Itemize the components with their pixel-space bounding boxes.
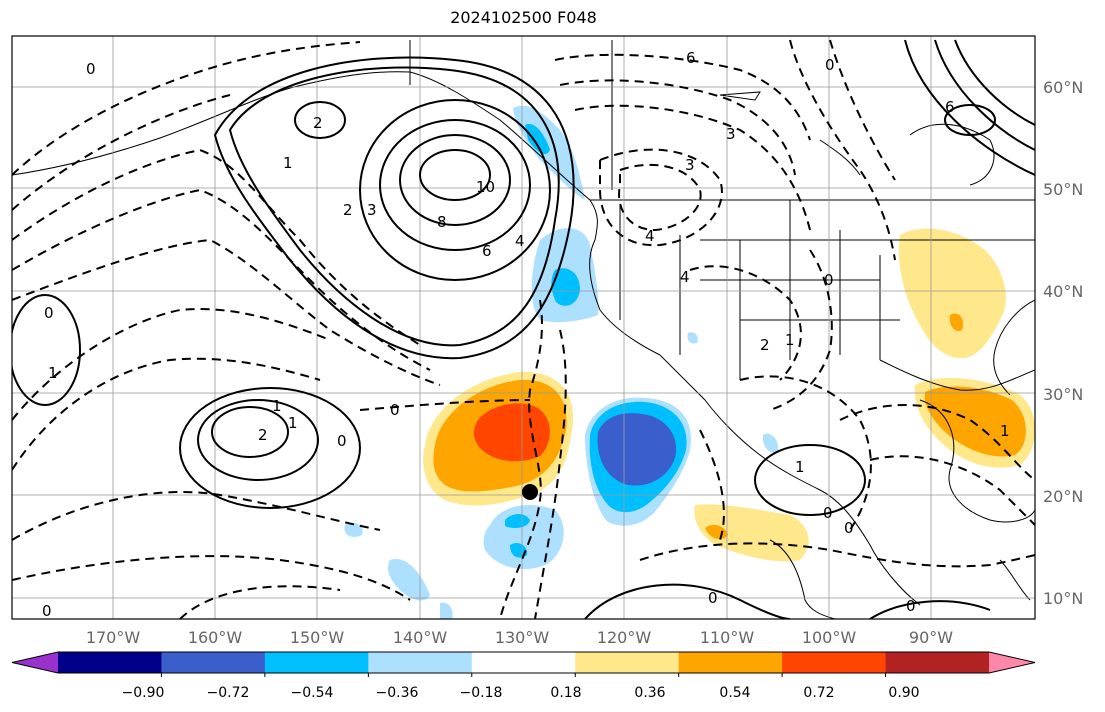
svg-text:1: 1	[795, 458, 805, 476]
latitude-labels: 60°N 50°N 40°N 30°N 20°N 10°N	[1043, 78, 1083, 608]
svg-text:10: 10	[476, 178, 495, 196]
svg-text:3: 3	[726, 125, 736, 143]
svg-text:0: 0	[823, 504, 833, 522]
graticule	[12, 36, 1035, 619]
svg-text:1: 1	[48, 364, 58, 382]
svg-text:3: 3	[367, 201, 377, 219]
svg-text:0.90: 0.90	[888, 685, 919, 701]
svg-text:30°N: 30°N	[1043, 385, 1083, 404]
svg-text:−0.36: −0.36	[376, 685, 419, 701]
svg-text:0.54: 0.54	[719, 685, 750, 701]
colorbar-extend-min	[12, 652, 58, 673]
colorbar-segment	[58, 652, 162, 673]
svg-text:0.72: 0.72	[803, 685, 834, 701]
svg-text:2: 2	[258, 426, 268, 444]
colorbar-segment	[161, 652, 266, 673]
svg-text:20°N: 20°N	[1043, 487, 1083, 506]
svg-text:0: 0	[390, 401, 400, 419]
svg-text:160°W: 160°W	[188, 628, 243, 647]
svg-text:6: 6	[686, 49, 696, 67]
svg-text:−0.90: −0.90	[122, 685, 165, 701]
svg-text:1: 1	[1000, 422, 1010, 440]
svg-text:1: 1	[272, 397, 282, 415]
svg-text:10°N: 10°N	[1043, 589, 1083, 608]
negative-contours	[12, 39, 1035, 619]
svg-text:0: 0	[844, 519, 854, 537]
svg-text:6: 6	[482, 242, 492, 260]
svg-text:1: 1	[785, 331, 795, 349]
svg-text:6: 6	[945, 98, 955, 116]
colorbar-segment	[471, 652, 576, 673]
svg-text:−0.72: −0.72	[207, 685, 250, 701]
svg-text:100°W: 100°W	[802, 628, 857, 647]
map-title: 2024102500 F048	[450, 8, 597, 27]
svg-text:0: 0	[825, 56, 835, 74]
svg-text:50°N: 50°N	[1043, 180, 1083, 199]
colorbar-extend-max	[989, 652, 1035, 673]
longitude-labels: 170°W 160°W 150°W 140°W 130°W 120°W 110°…	[86, 628, 953, 647]
colorbar-segment	[575, 652, 680, 673]
svg-text:4: 4	[680, 268, 690, 286]
svg-text:2: 2	[343, 201, 353, 219]
colorbar-segment	[368, 652, 473, 673]
svg-text:120°W: 120°W	[597, 628, 652, 647]
map-frame	[11, 35, 1036, 620]
svg-text:0.36: 0.36	[634, 685, 665, 701]
svg-text:1: 1	[283, 154, 293, 172]
coastlines	[12, 40, 1035, 619]
svg-text:110°W: 110°W	[700, 628, 755, 647]
svg-text:1: 1	[288, 414, 298, 432]
svg-text:0: 0	[824, 271, 834, 289]
svg-text:2: 2	[313, 114, 323, 132]
svg-text:140°W: 140°W	[393, 628, 448, 647]
svg-text:0: 0	[86, 60, 96, 78]
svg-text:−0.54: −0.54	[291, 685, 334, 701]
colorbar-segment	[264, 652, 369, 673]
svg-text:60°N: 60°N	[1043, 78, 1083, 97]
contour-labels: 0 0 1 2 3 4 6 8 10 2 1 0 1 2 0 0 1 0 0 0…	[42, 49, 1010, 620]
svg-text:40°N: 40°N	[1043, 282, 1083, 301]
svg-text:150°W: 150°W	[290, 628, 345, 647]
anomaly-shading	[344, 105, 1035, 619]
svg-text:130°W: 130°W	[495, 628, 550, 647]
svg-text:0: 0	[906, 597, 916, 615]
colorbar-segment	[782, 652, 887, 673]
colorbar	[11, 651, 1036, 677]
svg-text:0: 0	[708, 589, 718, 607]
storm-center-marker	[522, 484, 538, 500]
svg-text:2: 2	[760, 336, 770, 354]
svg-text:4: 4	[515, 232, 525, 250]
svg-text:0.18: 0.18	[550, 685, 581, 701]
svg-text:4: 4	[645, 227, 655, 245]
svg-text:8: 8	[437, 213, 447, 231]
colorbar-segment	[885, 652, 990, 673]
colorbar-tick-labels: −0.90 −0.72 −0.54 −0.36 −0.18 0.18 0.36 …	[122, 685, 920, 701]
svg-text:0: 0	[44, 304, 54, 322]
svg-text:−0.18: −0.18	[460, 685, 503, 701]
svg-text:3: 3	[685, 156, 695, 174]
colorbar-outline	[11, 651, 1036, 674]
colorbar-segment	[678, 652, 783, 673]
svg-text:90°W: 90°W	[909, 628, 953, 647]
svg-text:0: 0	[42, 602, 52, 620]
svg-text:170°W: 170°W	[86, 628, 141, 647]
svg-text:0: 0	[337, 432, 347, 450]
